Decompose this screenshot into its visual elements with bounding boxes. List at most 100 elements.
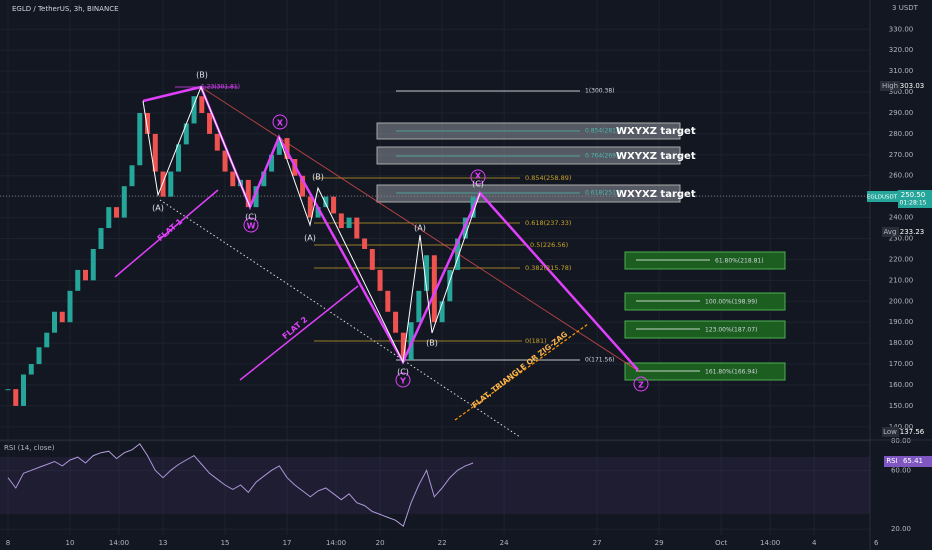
target-label: WXYXZ target [616, 189, 696, 200]
tag [882, 427, 899, 437]
candle [455, 238, 461, 270]
candle [354, 217, 360, 239]
candle [245, 179, 251, 208]
grid: 140.00 150.00 160.00 170.00 180.00 190.00 200.… [0, 0, 913, 535]
sub-wave: (A) [152, 204, 164, 213]
sub-wave: (C) [245, 213, 257, 222]
candle [323, 196, 329, 208]
target-label: WXYXZ target [616, 126, 696, 137]
candle [52, 311, 58, 333]
sub-wave: (B) [426, 339, 438, 348]
symbol-header: EGLD / TetherUS, 3h, BINANCE [12, 5, 119, 13]
target-label: WXYXZ target [616, 151, 696, 162]
candle [346, 217, 352, 229]
sub-wave: (C) [472, 180, 484, 189]
candle [44, 332, 50, 348]
target-zone [624, 320, 786, 339]
candle [300, 175, 306, 197]
candle [222, 150, 228, 172]
y-tick-label: 80.00 [891, 437, 911, 445]
candle [114, 207, 120, 218]
y-tick-label: 180.00 [889, 339, 914, 347]
x-tick-label: 29 [655, 539, 664, 547]
y-tick-label: 60.00 [891, 466, 911, 474]
candle [284, 138, 290, 160]
candle [121, 186, 127, 218]
y-tick-label: 330.00 [889, 25, 914, 33]
currency: 3 USDT [892, 4, 919, 12]
y-tick-label: 190.00 [889, 318, 914, 326]
candle [362, 238, 368, 249]
wave-label: Z [638, 381, 644, 390]
tag [880, 81, 900, 91]
tag-label: High [882, 82, 898, 90]
y-tick-label: 280.00 [889, 130, 914, 138]
wave-drawings [114, 85, 649, 438]
fib-label: 0.854(281.5 [585, 128, 622, 135]
candle [439, 301, 445, 323]
candle [67, 290, 73, 323]
fib-label: 0.5(226.56) [530, 241, 568, 249]
y-tick-label: 160.00 [889, 381, 914, 389]
x-tick-label: 15 [221, 539, 230, 547]
y-tick-label: 150.00 [889, 402, 914, 410]
candle [145, 112, 151, 134]
y-tick-label: 270.00 [889, 151, 914, 159]
y-tick-label: 20.00 [891, 525, 911, 533]
x-tick-label: 4 [812, 539, 817, 547]
zone-label: 61.80%(218.81) [715, 258, 764, 265]
fib-label: 0.618(237.33) [525, 219, 571, 227]
x-tick-label: 22 [438, 539, 447, 547]
candle [230, 171, 236, 187]
tag-label: Low [883, 428, 897, 436]
candle [377, 269, 383, 291]
candle [98, 228, 104, 249]
candle [393, 311, 399, 333]
x-axis: 8 10 14:00 13 15 17 14:00 20 22 24 27 29 Oct 14:00 4 6 [6, 539, 879, 547]
tag-value: 250.50 [901, 191, 926, 199]
candle [424, 255, 430, 291]
zone-label: 100.00%(198.99) [705, 299, 757, 306]
candle [83, 269, 89, 281]
rsi-title: RSI (14, close) [4, 444, 55, 452]
y-tick-label: 240.00 [889, 214, 914, 222]
candle [338, 213, 344, 229]
tag-value: 65.41 [903, 457, 923, 465]
target-box [376, 184, 681, 203]
y-tick-label: 310.00 [889, 67, 914, 75]
candle [253, 186, 259, 208]
candle [183, 123, 189, 145]
target-zone [624, 362, 786, 381]
candle [199, 96, 205, 113]
x-tick-label: 17 [283, 539, 292, 547]
y-tick-label: 140.00 [889, 423, 914, 431]
x-tick-label: 14:00 [760, 539, 780, 547]
tag-label: RSI [886, 457, 897, 465]
candle [168, 171, 174, 197]
candle [447, 269, 453, 302]
target-box [376, 146, 681, 165]
x-tick-label: 13 [159, 539, 168, 547]
sub-wave: (C) [397, 368, 409, 377]
y-tick-label: 320.00 [889, 46, 914, 54]
wave-label: Y [399, 377, 406, 386]
candle [214, 133, 220, 151]
candle [369, 248, 375, 270]
sub-wave: (B) [196, 71, 208, 80]
candle [152, 133, 158, 172]
tag-value: 137.56 [900, 428, 925, 436]
candle [385, 290, 391, 312]
x-tick-label: 10 [66, 539, 75, 547]
tag-label: EGLDUSDT [867, 195, 898, 201]
x-tick-label: Oct [715, 539, 727, 547]
candle [261, 171, 267, 187]
fib-label: 0(181) [525, 337, 547, 345]
candle [207, 112, 213, 134]
candle [36, 347, 42, 365]
y-tick-label: 230.00 [889, 235, 914, 243]
wave-label: X [475, 172, 482, 181]
candles [5, 96, 476, 528]
x-tick-label: 24 [500, 539, 509, 547]
target-zone [624, 251, 786, 270]
